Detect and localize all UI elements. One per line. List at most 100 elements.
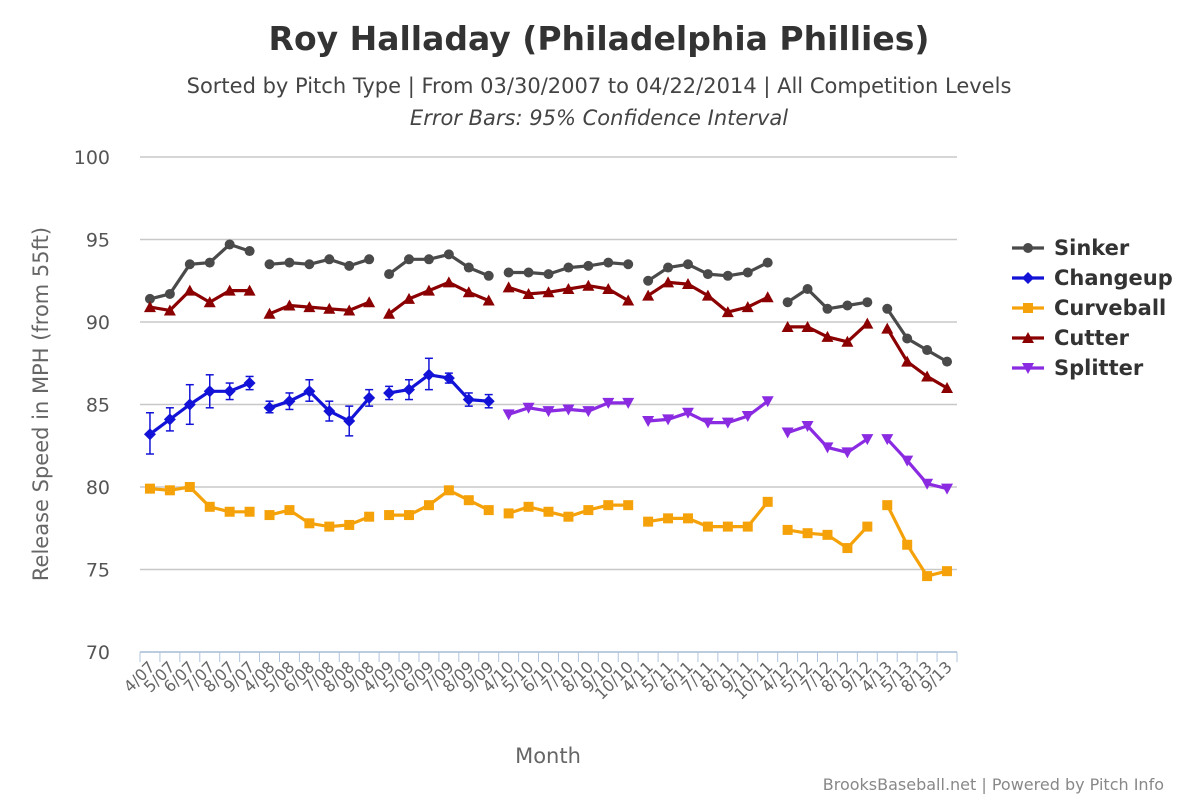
splitter-line — [886, 438, 948, 491]
sinker-point — [922, 345, 933, 356]
sinker-point — [583, 260, 594, 271]
curveball-series — [144, 482, 953, 582]
sinker-point — [344, 260, 355, 271]
legend-label-sinker: Sinker — [1054, 236, 1130, 260]
cutter-point — [602, 283, 615, 294]
sinker-series — [144, 239, 953, 367]
legend-label-changeup: Changeup — [1054, 266, 1173, 290]
changeup-line — [268, 389, 371, 423]
splitter-series — [502, 396, 954, 495]
cutter-point — [701, 289, 714, 301]
legend-label-splitter: Splitter — [1054, 356, 1144, 380]
changeup-point — [403, 383, 416, 396]
sinker-point — [463, 262, 474, 273]
sinker-point — [902, 333, 913, 344]
cutter-line — [885, 327, 948, 390]
curveball-point — [284, 505, 295, 516]
changeup-point — [422, 368, 435, 381]
sinker-point — [782, 297, 793, 308]
cutter-point — [243, 284, 256, 296]
cutter-point — [383, 307, 396, 319]
sinker-point — [404, 254, 415, 265]
curveball-point — [782, 524, 793, 535]
splitter-point — [781, 427, 794, 439]
y-tick-labels: 70 75 80 85 90 95 100 — [74, 147, 110, 664]
plot-area — [143, 239, 954, 582]
curveball-point — [503, 508, 514, 519]
cutter-point — [861, 317, 874, 329]
legend-item-cutter[interactable]: Cutter — [1012, 326, 1130, 350]
y-tick-label: 100 — [74, 147, 110, 169]
cutter-point — [921, 370, 934, 382]
sinker-point — [284, 257, 295, 268]
sinker-point — [483, 270, 494, 281]
sinker-point — [384, 269, 395, 280]
legend-item-splitter[interactable]: Splitter — [1012, 356, 1144, 380]
splitter-point — [542, 406, 555, 418]
cutter-point — [502, 281, 515, 293]
legend-item-sinker[interactable]: Sinker — [1012, 236, 1130, 260]
curveball-point — [344, 519, 355, 530]
curveball-point — [244, 506, 255, 517]
curveball-point — [882, 500, 893, 511]
cutter-line — [149, 289, 250, 312]
sinker-point — [623, 259, 634, 270]
legend-item-changeup[interactable]: Changeup — [1012, 266, 1173, 290]
sinker-point — [443, 249, 454, 260]
sinker-point — [304, 259, 315, 270]
splitter-point — [821, 442, 834, 454]
splitter-point — [622, 397, 635, 409]
grid-lines — [140, 156, 957, 653]
changeup-point — [462, 393, 475, 406]
cutter-point — [403, 292, 416, 304]
splitter-point — [921, 478, 934, 490]
curveball-point — [643, 516, 654, 527]
sinker-point — [643, 275, 654, 286]
legend-item-curveball[interactable]: Curveball — [1012, 296, 1166, 320]
sinker-point — [762, 257, 773, 268]
x-axis-title: Month — [515, 744, 581, 768]
curveball-point — [762, 496, 773, 507]
sinker-point — [224, 239, 235, 250]
cutter-point — [263, 307, 276, 319]
splitter-point — [562, 404, 575, 416]
sinker-line — [885, 307, 948, 363]
splitter-point — [502, 409, 515, 421]
sinker-line — [388, 252, 490, 278]
changeup-point — [143, 428, 156, 441]
curveball-point — [922, 571, 933, 582]
curveball-point — [722, 521, 733, 532]
cutter-point — [522, 287, 535, 299]
y-tick-label: 95 — [86, 230, 110, 252]
curveball-point — [404, 510, 415, 521]
splitter-point — [642, 416, 655, 427]
curveball-point — [623, 500, 634, 511]
credits[interactable]: BrooksBaseball.net | Powered by Pitch In… — [823, 775, 1164, 794]
curveball-point — [443, 485, 454, 496]
sinker-point — [882, 303, 893, 314]
splitter-point — [602, 397, 615, 409]
sinker-point — [523, 267, 534, 278]
cutter-point — [821, 330, 834, 342]
changeup-point — [163, 413, 176, 426]
curveball-point — [902, 539, 913, 550]
splitter-point — [522, 402, 535, 414]
cutter-point — [662, 276, 675, 288]
legend: Sinker Changeup Curveball Cutter Splitter — [1012, 236, 1173, 380]
sinker-point — [702, 269, 713, 280]
chart-title: Roy Halladay (Philadelphia Phillies) — [269, 19, 930, 58]
cutter-point — [283, 299, 296, 311]
x-axis — [139, 651, 958, 662]
splitter-point — [941, 483, 954, 495]
cutter-point — [562, 283, 575, 294]
y-tick-label: 70 — [86, 642, 110, 664]
cutter-line — [388, 280, 490, 316]
changeup-point — [343, 415, 356, 427]
legend-marker-splitter — [1022, 363, 1034, 374]
curveball-point — [483, 505, 494, 516]
y-tick-label: 85 — [86, 395, 110, 417]
cutter-line — [268, 300, 370, 316]
curveball-point — [304, 518, 315, 529]
